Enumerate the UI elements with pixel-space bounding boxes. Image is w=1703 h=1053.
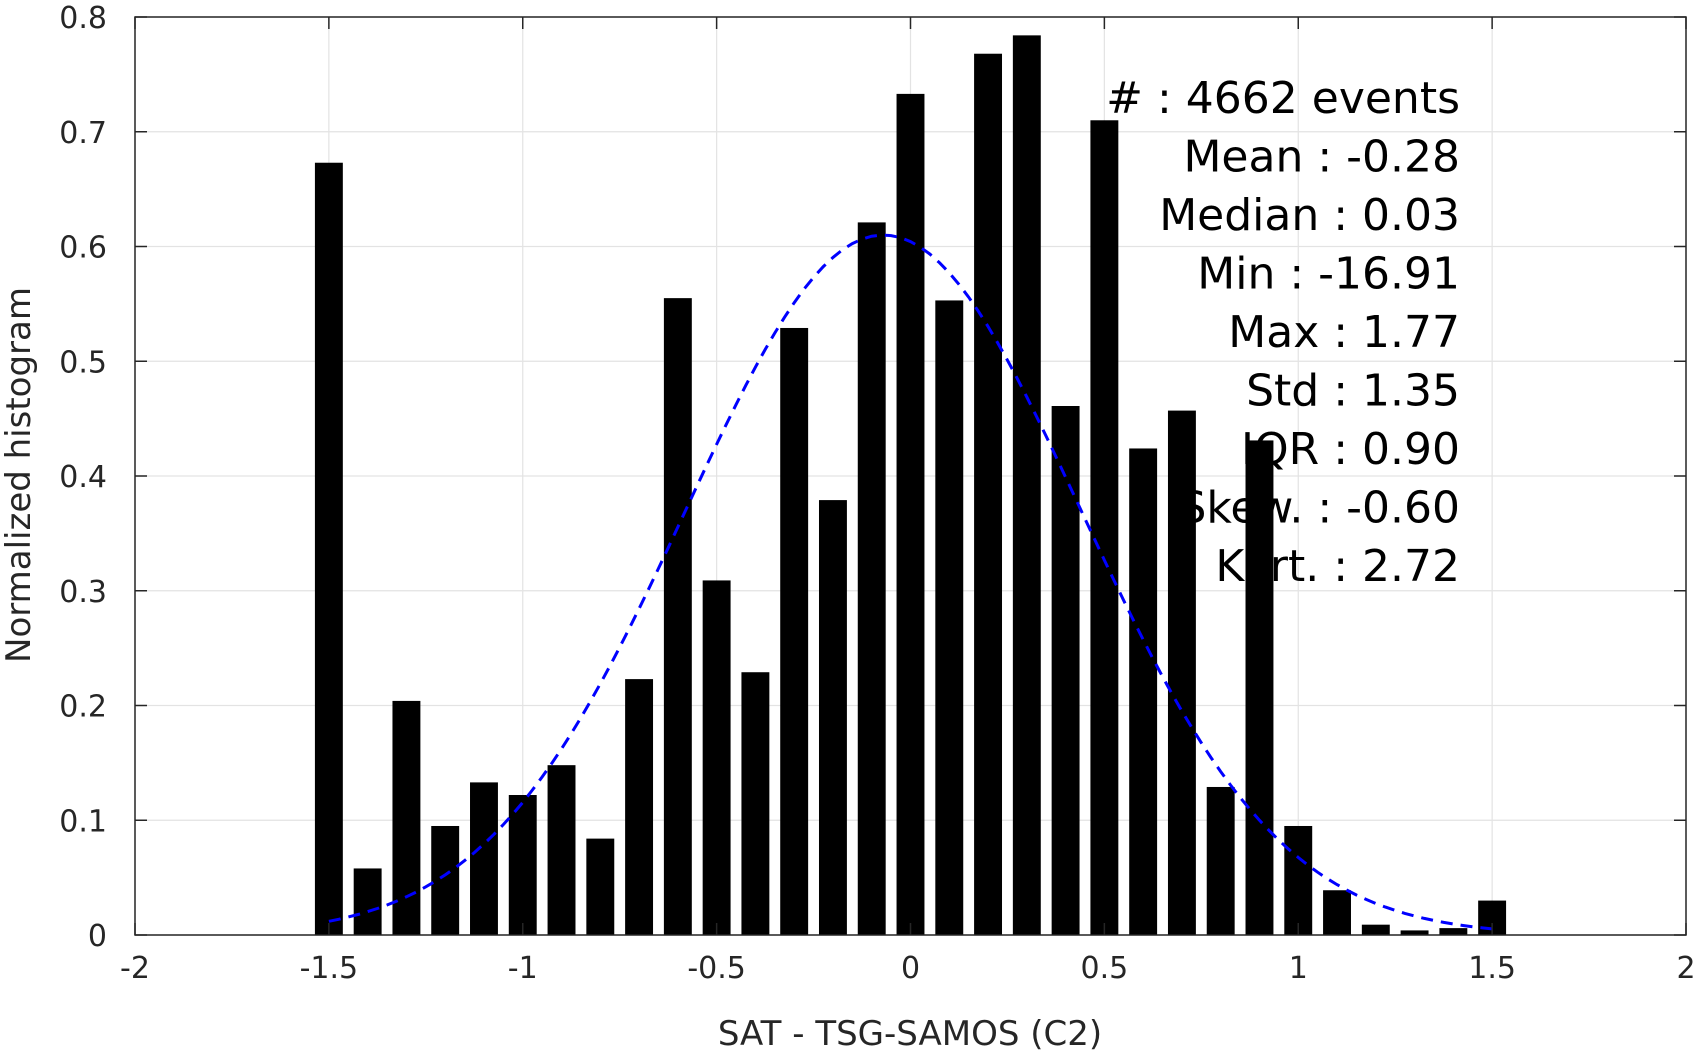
stat-line: Kurt. : 2.72 <box>1215 541 1460 592</box>
stat-line: Mean : -0.28 <box>1183 132 1460 183</box>
x-tick-label: -1 <box>508 951 538 986</box>
histogram-bar <box>1245 440 1274 935</box>
histogram-bar <box>741 672 770 935</box>
y-tick-label: 0.2 <box>59 690 107 725</box>
histogram-bar <box>780 327 809 935</box>
stat-line: Median : 0.03 <box>1159 190 1460 241</box>
x-tick-label: 0 <box>901 951 920 986</box>
histogram-bar <box>857 222 886 936</box>
stat-line: # : 4662 events <box>1106 73 1460 124</box>
x-tick-label: -1.5 <box>300 951 359 986</box>
y-tick-label: 0.5 <box>59 345 107 380</box>
y-tick-label: 0.4 <box>59 460 107 495</box>
y-tick-label: 0.7 <box>59 116 107 151</box>
histogram-bar <box>547 765 576 935</box>
y-tick-label: 0.6 <box>59 231 107 266</box>
x-tick-label: 1.5 <box>1468 951 1516 986</box>
histogram-bar <box>1361 924 1390 935</box>
histogram-bar <box>314 162 343 936</box>
axis-ticks <box>134 16 1687 936</box>
histogram-bar <box>1206 786 1235 935</box>
stat-line: IQR : 0.90 <box>1241 424 1460 475</box>
stat-line: Max : 1.77 <box>1228 307 1460 358</box>
histogram-bar <box>1012 35 1041 936</box>
stat-line: Skew. : -0.60 <box>1179 483 1461 534</box>
histogram-bar <box>508 795 537 935</box>
y-axis-label: Normalized histogram <box>0 287 39 663</box>
y-tick-label: 0.1 <box>59 804 107 839</box>
stat-line: Min : -16.91 <box>1197 249 1460 300</box>
x-tick-label: -2 <box>120 951 150 986</box>
x-tick-labels: -2 -1.5 -1 -0.5 0 0.5 1 1.5 2 <box>120 951 1696 986</box>
histogram-bar <box>974 53 1003 936</box>
histogram-bar <box>935 300 964 935</box>
histogram-bar <box>896 93 925 935</box>
histogram-bar <box>1090 120 1119 935</box>
histogram-bar <box>586 838 615 935</box>
histogram-bars <box>314 35 1507 936</box>
histogram-bar <box>1284 825 1313 935</box>
histogram-bar <box>1129 448 1158 935</box>
histogram-bar <box>1323 890 1351 935</box>
y-tick-label: 0 <box>88 919 107 954</box>
x-axis-label: SAT - TSG-SAMOS (C2) <box>718 1014 1102 1053</box>
histogram-bar <box>470 782 498 935</box>
y-tick-label: 0.3 <box>59 575 107 610</box>
y-tick-label: 0.8 <box>59 1 107 36</box>
y-tick-labels: 0 0.1 0.2 0.3 0.4 0.5 0.6 0.7 0.8 <box>59 1 107 954</box>
histogram-bar <box>818 500 847 935</box>
x-tick-label: -0.5 <box>687 951 746 986</box>
histogram-bar <box>353 868 382 935</box>
x-tick-label: 2 <box>1676 951 1695 986</box>
stat-line: Std : 1.35 <box>1246 366 1460 417</box>
statistics-annotation: # : 4662 events Mean : -0.28 Median : 0.03… <box>1106 73 1460 592</box>
normal-fit-curve <box>328 233 1493 931</box>
histogram-bar <box>431 825 460 935</box>
x-tick-label: 1 <box>1289 951 1308 986</box>
histogram-bar <box>702 580 731 935</box>
histogram-bar <box>1439 928 1468 935</box>
x-tick-label: 0.5 <box>1081 951 1129 986</box>
histogram-bar <box>1400 930 1429 935</box>
histogram-bar <box>625 679 654 935</box>
histogram-bar <box>1051 406 1080 935</box>
histogram-bar <box>663 298 692 935</box>
histogram-bar <box>1167 410 1196 935</box>
